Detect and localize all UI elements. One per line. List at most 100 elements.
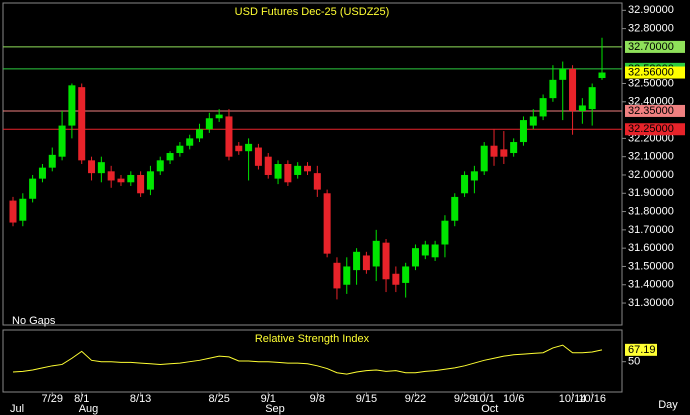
level-label: 32.70000 (628, 41, 674, 53)
x-tick-label: 8/1 (74, 393, 89, 405)
x-tick-label: 7/29 (42, 393, 63, 405)
candle-body (549, 79, 557, 99)
candle-body (97, 162, 105, 174)
y-tick-label: 31.30000 (628, 297, 674, 309)
candle-body (431, 244, 439, 258)
y-tick-label: 31.40000 (628, 279, 674, 291)
candle-body (480, 145, 488, 172)
candle-body (68, 85, 76, 126)
candle-body (29, 178, 37, 199)
candle-body (176, 145, 184, 154)
rsi-line (12, 344, 603, 375)
rsi-panel (2, 329, 623, 393)
x-tick-label: 10/6 (503, 393, 524, 405)
candle-body (578, 105, 586, 111)
candle-body (353, 251, 361, 271)
candle-body (362, 255, 370, 271)
y-tick-label: 32.20000 (628, 132, 674, 144)
main-panel (2, 2, 623, 326)
candle-body (510, 142, 518, 154)
chart-title: USD Futures Dec-25 (USDZ25) (235, 6, 390, 18)
y-tick-label: 32.00000 (628, 169, 674, 181)
candle-body (461, 174, 469, 194)
x-tick-label: 9/15 (356, 393, 377, 405)
candle-body (392, 273, 400, 285)
candle-body (78, 87, 86, 161)
x-tick-label: 10/16 (578, 393, 606, 405)
candle-body (274, 164, 282, 179)
candle-body (107, 171, 115, 181)
candle-body (421, 244, 429, 256)
candle-body (569, 68, 577, 111)
y-tick-label: 31.90000 (628, 187, 674, 199)
candle-body (372, 240, 380, 267)
level-label: 32.25000 (628, 123, 674, 135)
candle-body (166, 153, 174, 161)
candle-body (294, 165, 302, 175)
candle-body (215, 114, 223, 119)
candle-body (500, 149, 508, 157)
y-tick-label: 32.50000 (628, 77, 674, 89)
candle-body (225, 116, 233, 157)
candle-body (264, 156, 272, 175)
y-tick-label: 31.50000 (628, 260, 674, 272)
candle-body (235, 145, 243, 152)
month-label: Jul (10, 403, 24, 415)
x-tick-label: 9/1 (261, 393, 276, 405)
y-tick-label: 32.40000 (628, 96, 674, 108)
x-tick-label: 8/13 (130, 393, 151, 405)
level-label-box (625, 66, 685, 79)
candle-body (19, 198, 27, 221)
candle-body (539, 98, 547, 117)
month-label: Oct (481, 403, 498, 415)
y-tick-label: 32.10000 (628, 151, 674, 163)
candle-body (490, 145, 498, 157)
candle-body (451, 196, 459, 221)
candle-body (117, 178, 125, 183)
candle-body (343, 266, 351, 285)
candle-body (137, 174, 145, 194)
y-tick-label: 31.70000 (628, 224, 674, 236)
candle-body (588, 87, 596, 110)
x-tick-label: 10/14 (559, 393, 587, 405)
y-tick-label: 31.80000 (628, 205, 674, 217)
rsi-last-label: 67.19 (628, 344, 656, 356)
candle-body (88, 160, 96, 174)
candle-body (529, 116, 537, 126)
level-label: 32.35000 (628, 105, 674, 117)
candle-body (519, 120, 527, 143)
candle-body (205, 118, 213, 130)
y-tick-label: 32.90000 (628, 4, 674, 16)
candle-body (284, 164, 292, 183)
candle-body (186, 138, 194, 146)
candle-body (38, 167, 46, 179)
candle-body (196, 129, 204, 139)
candle-body (58, 125, 66, 157)
rsi-last-box (625, 343, 657, 356)
level-label-box (625, 123, 685, 136)
month-label: Sep (265, 403, 285, 415)
candle-body (313, 173, 321, 190)
x-tick-label: 9/29 (454, 393, 475, 405)
x-unit: Day (658, 399, 678, 411)
candle-body (441, 220, 449, 245)
candle-body (127, 174, 135, 183)
level-label: 32.56000 (628, 66, 674, 78)
rsi-title: Relative Strength Index (255, 333, 370, 345)
note: No Gaps (12, 315, 56, 327)
y-tick-label: 31.60000 (628, 242, 674, 254)
candle-body (48, 154, 56, 168)
candle-body (156, 160, 164, 172)
candle-body (9, 200, 17, 223)
level-label-box (625, 40, 685, 53)
rsi-tick-label: 50 (628, 356, 640, 368)
x-tick-label: 9/22 (405, 393, 426, 405)
candle-body (333, 262, 341, 289)
candle-body (304, 165, 311, 172)
candle-body (598, 72, 606, 79)
candle-body (254, 147, 262, 166)
candle-body (245, 143, 253, 152)
x-tick-label: 8/25 (208, 393, 229, 405)
candle-body (323, 193, 331, 254)
